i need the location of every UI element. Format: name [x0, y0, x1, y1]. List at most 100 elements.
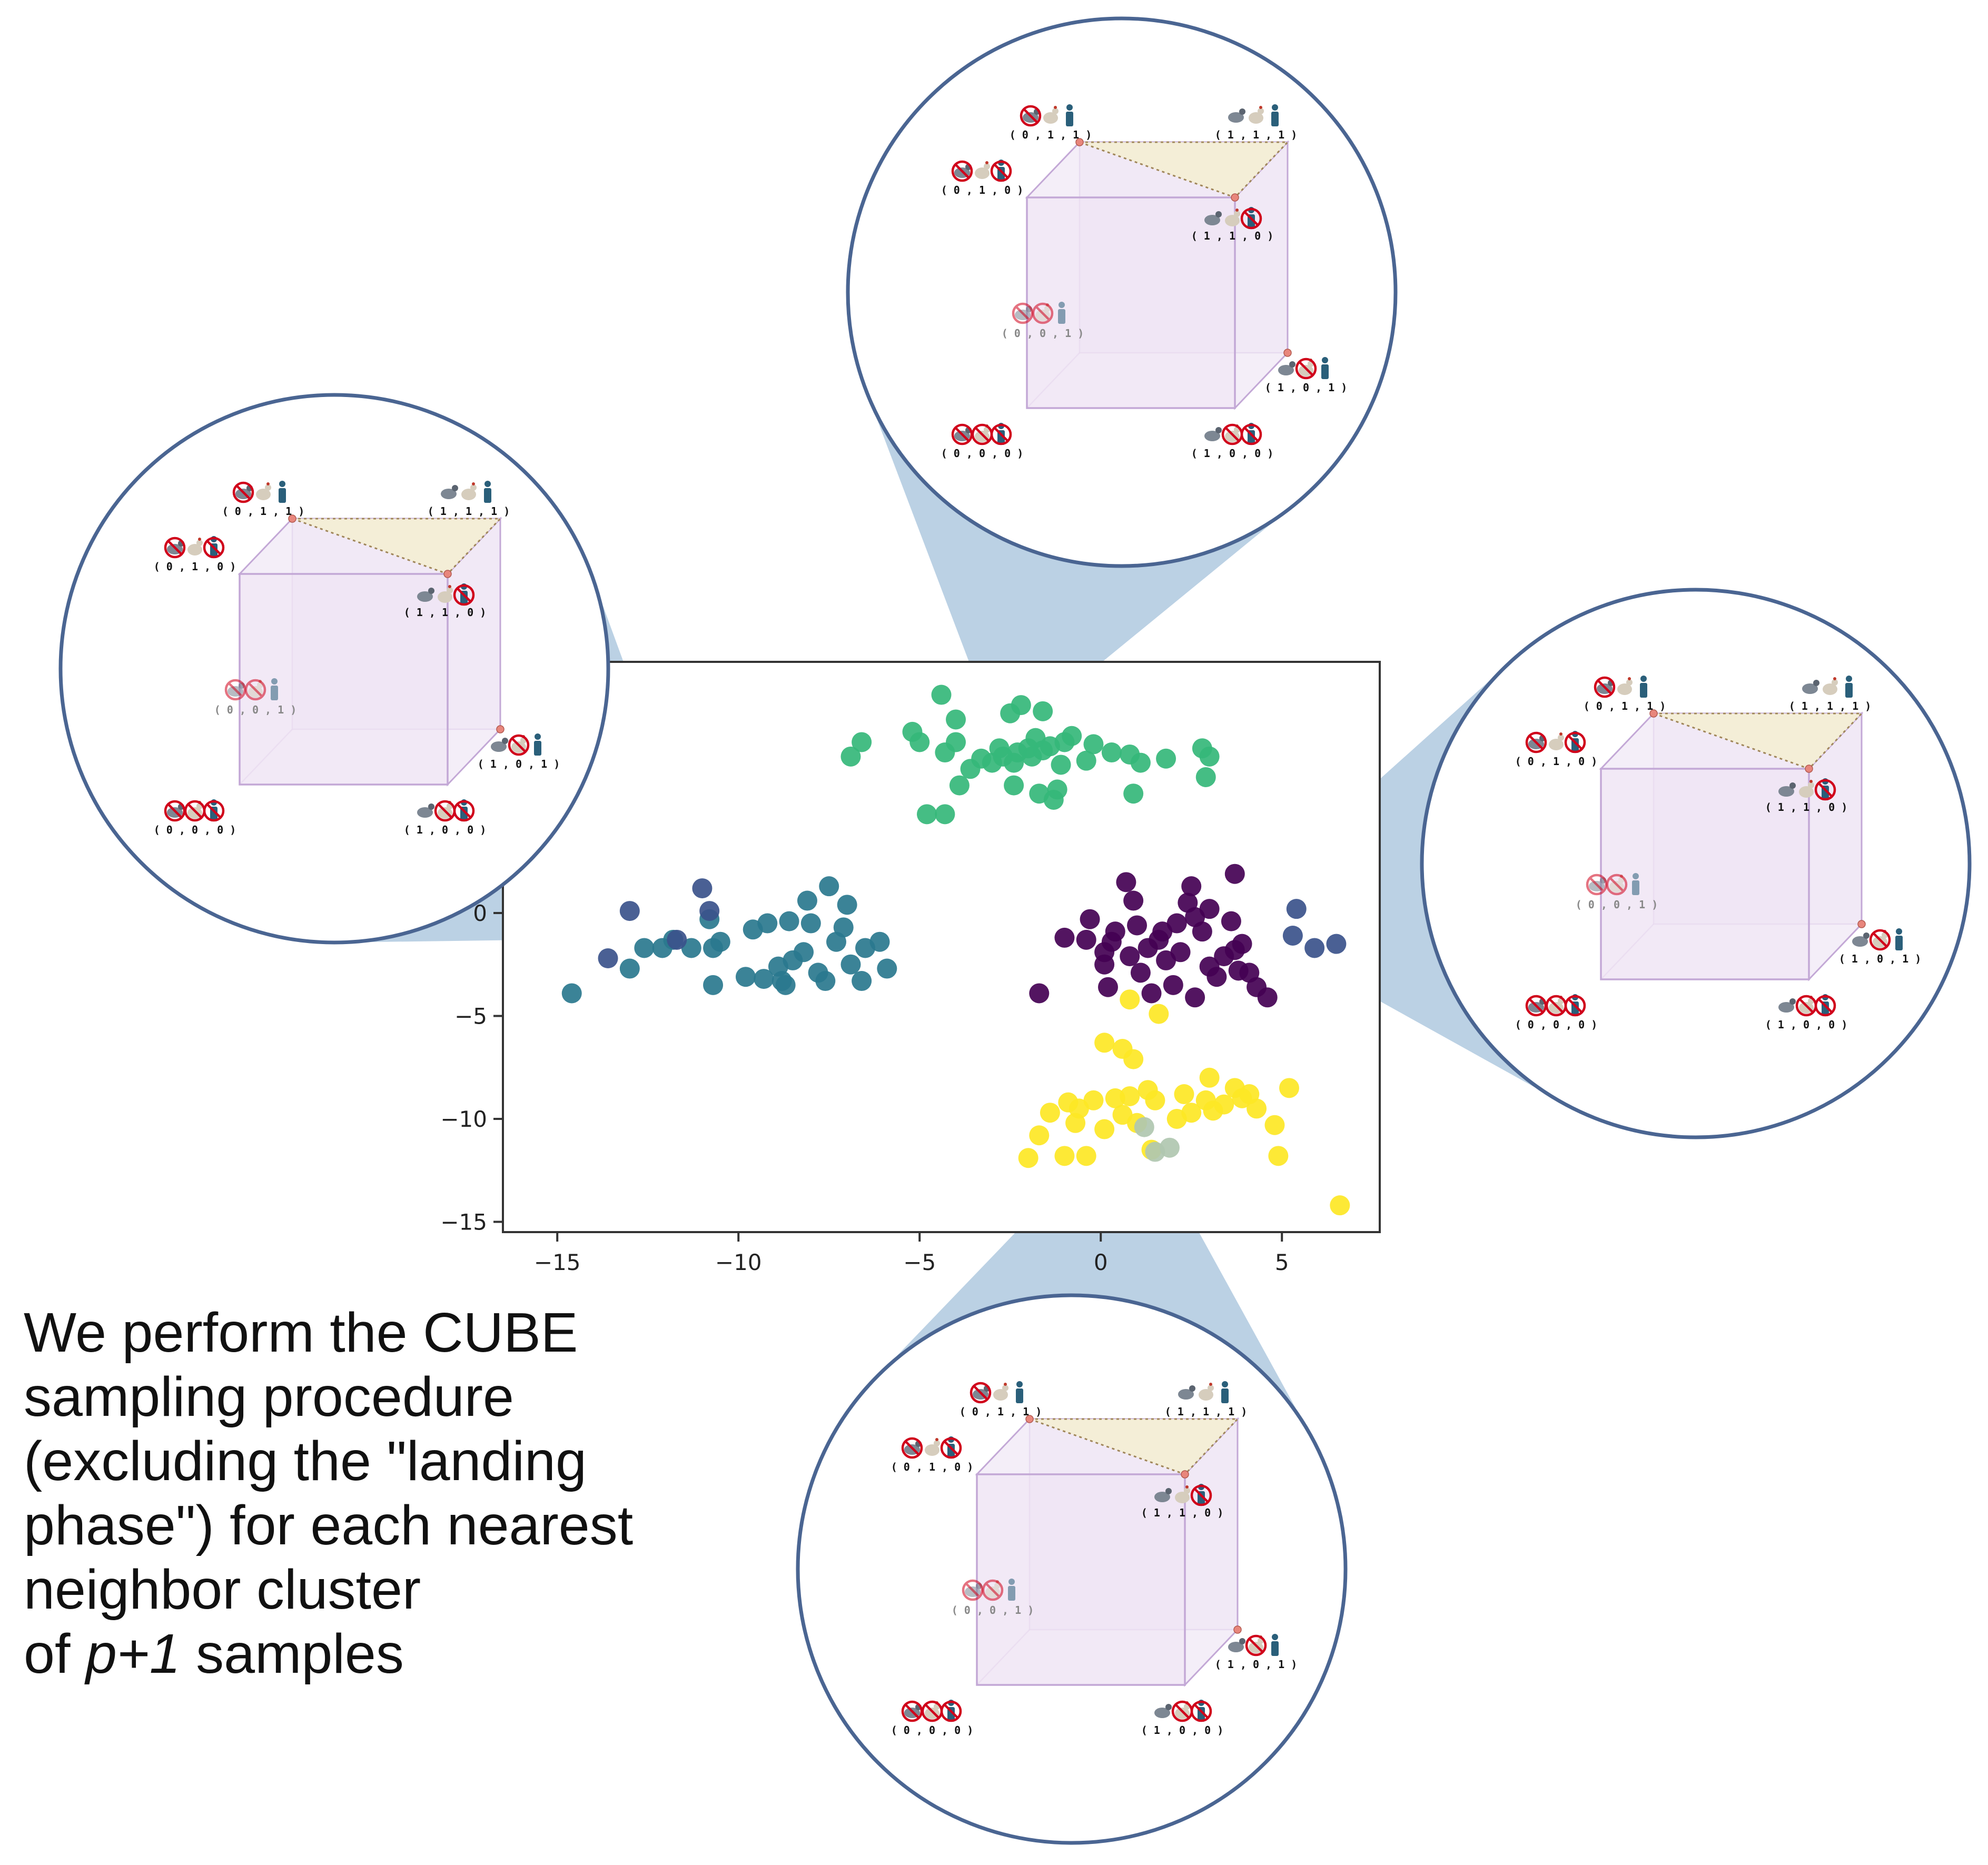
pigeon-icon: [1154, 1488, 1172, 1502]
data-point: [1239, 1084, 1260, 1105]
data-point: [840, 746, 861, 767]
pigeon-head: [1165, 1704, 1172, 1710]
prohibited-ring: [1869, 929, 1891, 951]
prohibited-slash: [1817, 998, 1833, 1014]
chicken-icon: [1043, 106, 1059, 124]
data-point: [754, 969, 774, 989]
pigeon-body: [1278, 365, 1294, 375]
prohibited-slash: [973, 1385, 988, 1401]
chicken-icon: [1175, 1485, 1190, 1503]
data-point: [794, 942, 814, 963]
person-body: [1640, 683, 1647, 698]
data-point: [1232, 934, 1252, 954]
corner-coordinate-label: ( 1 , 1 , 0 ): [1191, 230, 1274, 242]
prohibited-slash: [187, 803, 203, 819]
prohibited-slash: [206, 540, 222, 555]
corner-label-group: ( 1 , 1 , 1 ): [1789, 676, 1871, 712]
person-head: [1272, 104, 1278, 111]
data-point: [1120, 946, 1140, 967]
person-body: [1845, 683, 1853, 698]
caption-line-last: of p+1 samples: [24, 1622, 814, 1686]
data-point: [931, 685, 952, 705]
chicken-comb: [1833, 677, 1836, 680]
corner-coordinate-label: ( 1 , 0 , 1 ): [1839, 953, 1922, 965]
corner-label-group: ( 0 , 0 , 1 ): [1002, 302, 1084, 340]
prohibited-slash: [904, 1440, 920, 1456]
data-point: [1156, 950, 1176, 970]
person-body: [279, 488, 286, 503]
prohibited-slash: [1248, 1638, 1264, 1653]
data-point: [1279, 1078, 1299, 1098]
person-icon: [1058, 302, 1065, 324]
pigeon-body: [1778, 1002, 1794, 1013]
chicken-comb: [1259, 106, 1262, 109]
chicken-comb: [1628, 677, 1631, 680]
corner-coordinate-label: ( 1 , 1 , 0 ): [1141, 1506, 1224, 1519]
prohibited-slash: [1528, 735, 1544, 750]
person-icon: [1321, 357, 1329, 379]
prohibited-slash: [1609, 877, 1625, 892]
corner-coordinate-label: ( 0 , 0 , 0 ): [1515, 1018, 1598, 1031]
data-point: [1195, 767, 1216, 787]
corner-label-group: ( 0 , 0 , 1 ): [214, 678, 296, 716]
data-point: [1062, 726, 1082, 746]
data-point: [1185, 987, 1205, 1008]
pigeon-icon: [1228, 1638, 1245, 1652]
person-icon: [534, 733, 541, 756]
corner-coordinate-label: ( 0 , 1 , 0 ): [891, 1461, 974, 1473]
corner-label-group: ( 0 , 0 , 1 ): [952, 1579, 1034, 1616]
data-point: [1105, 1088, 1125, 1108]
prohibited-slash: [1298, 361, 1314, 376]
chicken-comb: [1559, 732, 1562, 736]
person-body: [1632, 880, 1639, 895]
data-point: [1040, 1103, 1060, 1123]
data-point: [1058, 1092, 1079, 1113]
prohibited-icon: [990, 423, 1012, 445]
corner-coordinate-label: ( 1 , 1 , 1 ): [1215, 128, 1298, 141]
prohibited-slash: [943, 1703, 959, 1719]
chicken-body: [1199, 1389, 1213, 1401]
data-point: [1221, 911, 1241, 931]
pigeon-head: [428, 803, 434, 810]
person-head: [1322, 357, 1328, 363]
chicken-icon: [1617, 677, 1633, 695]
cube-front-face: [1600, 768, 1810, 980]
caption-text: of: [24, 1623, 86, 1685]
prohibited-icon: [1594, 676, 1616, 698]
pigeon-body: [1802, 683, 1818, 694]
corner-coordinate-label: ( 0 , 1 , 0 ): [1515, 755, 1598, 768]
prohibited-icon: [232, 481, 254, 503]
data-point: [1033, 701, 1053, 721]
data-point: [619, 958, 640, 979]
corner-coordinate-label: ( 0 , 0 , 1 ): [952, 1604, 1034, 1616]
cube-front-face: [1026, 196, 1236, 409]
zoom-circle: ( 0 , 0 , 1 ) ( 0 , 1 , 1 ) ( 1 , 1 , 1 ) (…: [1420, 588, 1972, 1139]
pigeon-body: [441, 489, 457, 499]
corner-label-group: ( 1 , 1 , 1 ): [1215, 104, 1298, 141]
prohibited-slash: [1528, 998, 1544, 1014]
person-icon: [279, 481, 286, 503]
pigeon-head: [1289, 361, 1295, 368]
data-point: [1029, 1125, 1050, 1146]
prohibited-ring: [951, 160, 973, 182]
data-point: [1192, 921, 1212, 942]
prohibited-ring: [1295, 358, 1317, 380]
pigeon-body: [1204, 215, 1220, 225]
prohibited-slash: [248, 682, 263, 698]
prohibited-ring: [453, 584, 475, 606]
prohibited-icon: [970, 1382, 992, 1404]
prohibited-ring: [453, 800, 475, 822]
corner-label-group: ( 0 , 1 , 1 ): [1010, 104, 1092, 141]
chicken-body: [1823, 683, 1837, 695]
chicken-comb: [448, 585, 451, 588]
data-point: [692, 878, 713, 899]
pigeon-icon: [1778, 998, 1796, 1013]
prohibited-icon: [1240, 423, 1262, 445]
corner-coordinate-label: ( 1 , 1 , 1 ): [428, 505, 510, 518]
x-tick-label: 0: [1094, 1249, 1108, 1275]
prohibited-icon: [1606, 874, 1628, 896]
person-icon: [1271, 104, 1279, 126]
chicken-head: [1558, 735, 1564, 741]
prohibited-slash: [1872, 932, 1888, 948]
x-tick-label: −10: [715, 1249, 762, 1275]
